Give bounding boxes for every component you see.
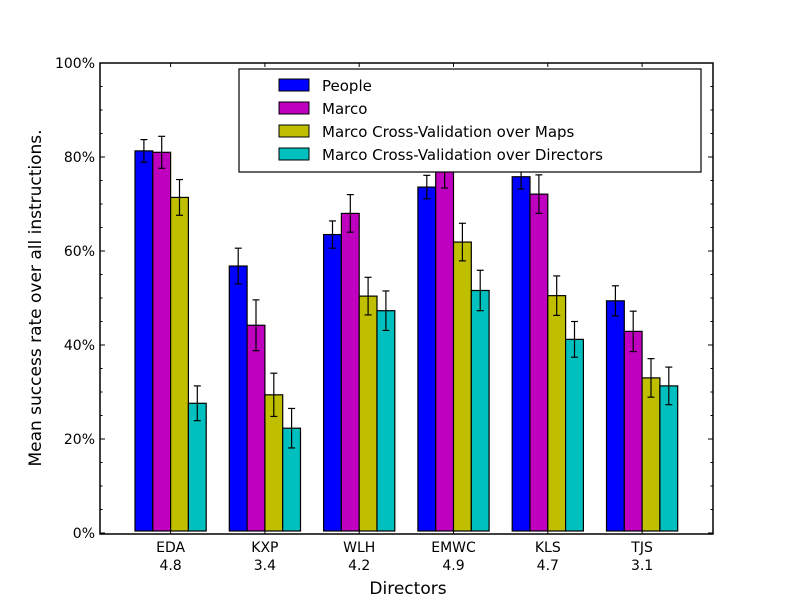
bar-kls-3 <box>564 338 584 532</box>
error-bar <box>535 174 543 214</box>
legend-label: People <box>322 77 372 95</box>
error-bar <box>423 174 431 200</box>
x-tick-score: 4.8 <box>159 558 181 574</box>
legend-swatch <box>278 78 310 92</box>
error-bar <box>553 275 561 316</box>
error-bar <box>476 269 484 312</box>
error-bar <box>193 385 201 422</box>
legend-swatch <box>278 124 310 138</box>
bar-kxp-1 <box>246 324 266 532</box>
error-bar <box>665 366 673 406</box>
error-bar <box>252 299 260 352</box>
bar-emwc-0 <box>417 186 437 532</box>
bar-eda-1 <box>152 151 172 532</box>
y-tick-label: 60% <box>64 244 95 260</box>
error-bar <box>140 139 148 163</box>
legend-label: Marco Cross-Validation over Maps <box>322 123 575 141</box>
bar-wlh-1 <box>340 212 360 532</box>
x-tick-score: 4.2 <box>348 558 370 574</box>
y-tick-label: 40% <box>64 338 95 354</box>
error-bar <box>346 194 354 233</box>
y-tick-label: 20% <box>64 432 95 448</box>
bar-kls-0 <box>511 176 531 532</box>
bar-eda-3 <box>187 402 207 532</box>
error-bar <box>629 310 637 353</box>
x-tick-label: EDA <box>156 540 185 556</box>
bar-eda-0 <box>134 150 154 532</box>
bar-tjs-2 <box>641 377 661 532</box>
x-tick-score: 4.9 <box>442 558 464 574</box>
bar-tjs-1 <box>623 330 643 532</box>
error-bar <box>382 290 390 332</box>
x-tick-label: KXP <box>251 540 278 556</box>
x-tick-label: WLH <box>343 540 375 556</box>
bar-eda-2 <box>170 196 190 532</box>
error-bar <box>329 220 336 249</box>
legend-label: Marco Cross-Validation over Directors <box>322 146 603 164</box>
legend-swatch <box>278 101 310 115</box>
bar-wlh-3 <box>376 310 396 532</box>
error-bar <box>158 135 166 169</box>
bar-kls-2 <box>547 295 567 532</box>
legend-box <box>238 68 702 173</box>
error-bar <box>458 222 466 262</box>
bar-wlh-2 <box>358 295 378 532</box>
error-bar <box>571 320 578 358</box>
bar-emwc-3 <box>470 289 490 532</box>
x-tick-score: 4.7 <box>537 558 559 574</box>
x-tick-label: TJS <box>630 540 653 556</box>
legend-label: Marco <box>322 100 367 118</box>
x-axis-label: Directors <box>369 579 446 595</box>
error-bar <box>288 407 296 449</box>
y-tick-label: 100% <box>55 56 95 72</box>
bar-wlh-0 <box>323 233 343 532</box>
x-tick-label: KLS <box>535 540 561 556</box>
legend-swatch <box>278 147 310 161</box>
bar-kxp-0 <box>228 265 248 532</box>
error-bar <box>176 178 183 216</box>
y-tick-label: 80% <box>64 150 95 166</box>
bar-tjs-0 <box>605 300 625 532</box>
x-tick-score: 3.4 <box>254 558 276 574</box>
x-tick-score: 3.1 <box>631 558 653 574</box>
error-bar <box>234 247 242 285</box>
error-bar <box>270 372 278 418</box>
error-bar <box>364 276 372 316</box>
y-tick-label: 0% <box>73 526 95 542</box>
error-bar <box>611 285 619 317</box>
error-bar <box>647 358 655 398</box>
bar-kls-1 <box>529 193 549 532</box>
bar-emwc-2 <box>452 241 472 532</box>
bar-emwc-1 <box>435 169 455 532</box>
bar-tjs-3 <box>659 385 679 532</box>
x-tick-label: EMWC <box>431 540 476 556</box>
y-axis-label: Mean success rate over all instructions. <box>26 129 46 466</box>
legend: People Marco Marco Cross-Validation over M… <box>238 68 702 173</box>
